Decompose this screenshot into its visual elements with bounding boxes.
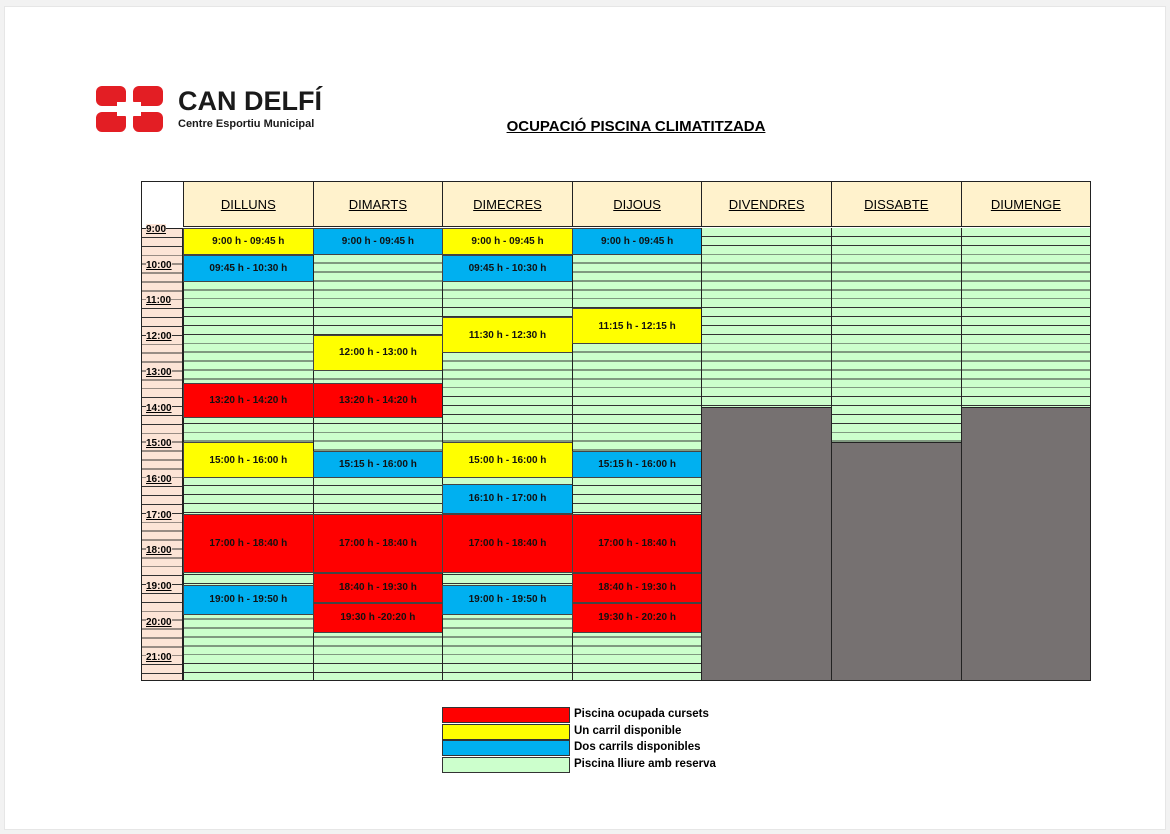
legend-swatch (442, 757, 570, 774)
session-block: 9:00 h - 09:45 h (183, 228, 314, 255)
logo-icon (96, 86, 163, 132)
logo-name: CAN DELFÍ (178, 86, 322, 116)
session-block: 11:15 h - 12:15 h (571, 308, 703, 344)
session-block: 11:30 h - 12:30 h (442, 317, 573, 353)
legend-label: Piscina ocupada cursets (574, 708, 709, 720)
logo-subtitle: Centre Esportiu Municipal (178, 118, 315, 130)
session-block: 15:00 h - 16:00 h (442, 442, 573, 478)
session-block: 17:00 h - 18:40 h (442, 513, 573, 574)
session-block: 09:45 h - 10:30 h (442, 254, 573, 282)
session-block: 09:45 h - 10:30 h (183, 254, 314, 282)
session-block: 17:00 h - 18:40 h (312, 513, 444, 574)
legend-swatch (442, 723, 570, 740)
closed-area (831, 442, 962, 681)
day-header: DIMARTS (312, 181, 444, 227)
time-label: 21:00 (146, 652, 172, 664)
time-label: 10:00 (146, 259, 172, 271)
time-label: 16:00 (146, 473, 172, 485)
day-header: DILLUNS (183, 181, 314, 227)
time-label: 11:00 (146, 295, 172, 307)
time-label: 18:00 (146, 545, 172, 557)
closed-area (701, 406, 832, 681)
legend-label: Un carril disponible (574, 724, 682, 737)
closed-area (960, 406, 1092, 681)
session-block: 17:00 h - 18:40 h (183, 513, 314, 574)
time-label: 17:00 (146, 509, 172, 521)
time-label: 19:00 (146, 581, 172, 592)
day-header: DIMECRES (442, 181, 573, 227)
time-label: 13:00 (146, 366, 172, 378)
session-block: 15:15 h - 16:00 h (571, 451, 703, 478)
session-block: 19:00 h - 19:50 h (442, 585, 573, 615)
time-label: 20:00 (146, 616, 172, 628)
day-header: DIUMENGE (960, 181, 1092, 227)
legend-label: Piscina lliure amb reserva (574, 758, 716, 771)
day-header: DIVENDRES (701, 181, 832, 227)
day-header: DIJOUS (571, 181, 703, 227)
session-block: 16:10 h - 17:00 h (442, 483, 573, 514)
session-block: 19:30 h - 20:20 h (571, 602, 703, 633)
legend-swatch (442, 740, 570, 757)
legend-label: Dos carrils disponibles (574, 741, 701, 754)
session-block: 15:15 h - 16:00 h (312, 451, 444, 478)
session-block: 17:00 h - 18:40 h (571, 513, 703, 574)
title: OCUPACIÓ PISCINA CLIMATITZADA (506, 118, 766, 135)
session-block: 13:20 h - 14:20 h (183, 382, 314, 419)
session-block: 12:00 h - 13:00 h (312, 335, 444, 371)
session-block: 9:00 h - 09:45 h (312, 228, 444, 255)
session-block: 19:00 h - 19:50 h (183, 585, 314, 615)
session-block: 18:40 h - 19:30 h (571, 573, 703, 603)
session-block: 9:00 h - 09:45 h (442, 228, 573, 255)
time-label: 9:00 (146, 224, 167, 235)
session-block: 15:00 h - 16:00 h (183, 442, 314, 478)
session-block: 18:40 h - 19:30 h (312, 573, 444, 603)
session-block: 9:00 h - 09:45 h (571, 228, 703, 255)
time-label: 14:00 (146, 402, 172, 414)
time-label: 12:00 (146, 331, 172, 343)
time-label: 15:00 (146, 438, 172, 450)
legend-swatch (442, 707, 570, 723)
session-block: 19:30 h -20:20 h (312, 602, 444, 633)
session-block: 13:20 h - 14:20 h (312, 382, 444, 419)
day-header: DISSABTE (831, 181, 962, 227)
